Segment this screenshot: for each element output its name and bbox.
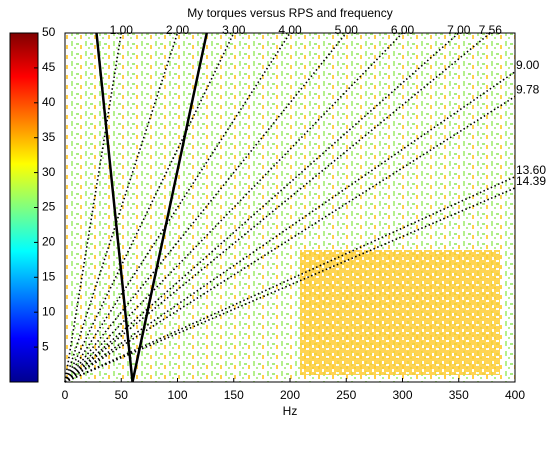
x-tick-label: 150 <box>224 388 244 402</box>
order-line <box>64 32 235 383</box>
order-label: 6.00 <box>391 23 415 37</box>
y-tick-label: 25 <box>42 200 56 214</box>
order-label: 1.00 <box>110 23 134 37</box>
order-label: 9.00 <box>516 58 540 72</box>
x-tick-label: 100 <box>167 388 187 402</box>
x-tick-label: 250 <box>336 388 356 402</box>
y-tick-label: 40 <box>42 95 56 109</box>
y-tick-label: 5 <box>42 339 49 353</box>
y-tick-label: 45 <box>42 60 56 74</box>
y-tick-label: 35 <box>42 130 56 144</box>
curve <box>131 32 208 383</box>
order-label: 7.56 <box>479 23 503 37</box>
order-line <box>64 32 291 383</box>
order-label: 4.00 <box>278 23 302 37</box>
order-line <box>64 32 404 383</box>
y-tick-label: 20 <box>42 235 56 249</box>
x-tick-label: 400 <box>505 388 525 402</box>
order-line <box>64 175 516 383</box>
order-line <box>64 71 516 383</box>
order-label: 13.60 <box>516 163 546 177</box>
curve <box>95 32 134 383</box>
order-label: 14.39 <box>516 174 546 188</box>
order-label: 3.00 <box>222 23 246 37</box>
colorbar <box>9 32 39 383</box>
y-tick-label: 15 <box>42 269 56 283</box>
chart-title: My torques versus RPS and frequency <box>187 6 392 20</box>
order-line <box>64 32 347 383</box>
x-tick-label: 350 <box>449 388 469 402</box>
texture <box>300 250 500 375</box>
order-line <box>64 32 123 383</box>
order-label: 7.00 <box>447 23 471 37</box>
x-tick-label: 200 <box>280 388 300 402</box>
order-line <box>64 32 179 383</box>
x-tick-label: 300 <box>392 388 412 402</box>
order-label: 5.00 <box>335 23 359 37</box>
order-label: 9.78 <box>516 83 540 97</box>
x-axis-label: Hz <box>283 404 298 418</box>
order-label: 2.00 <box>166 23 190 37</box>
y-tick-label: 10 <box>42 304 56 318</box>
x-tick-label: 50 <box>115 388 129 402</box>
y-tick-label: 30 <box>42 165 56 179</box>
x-tick-label: 0 <box>62 388 69 402</box>
y-tick-label: 50 <box>42 25 56 39</box>
order-line <box>64 187 516 383</box>
order-line <box>64 95 516 383</box>
